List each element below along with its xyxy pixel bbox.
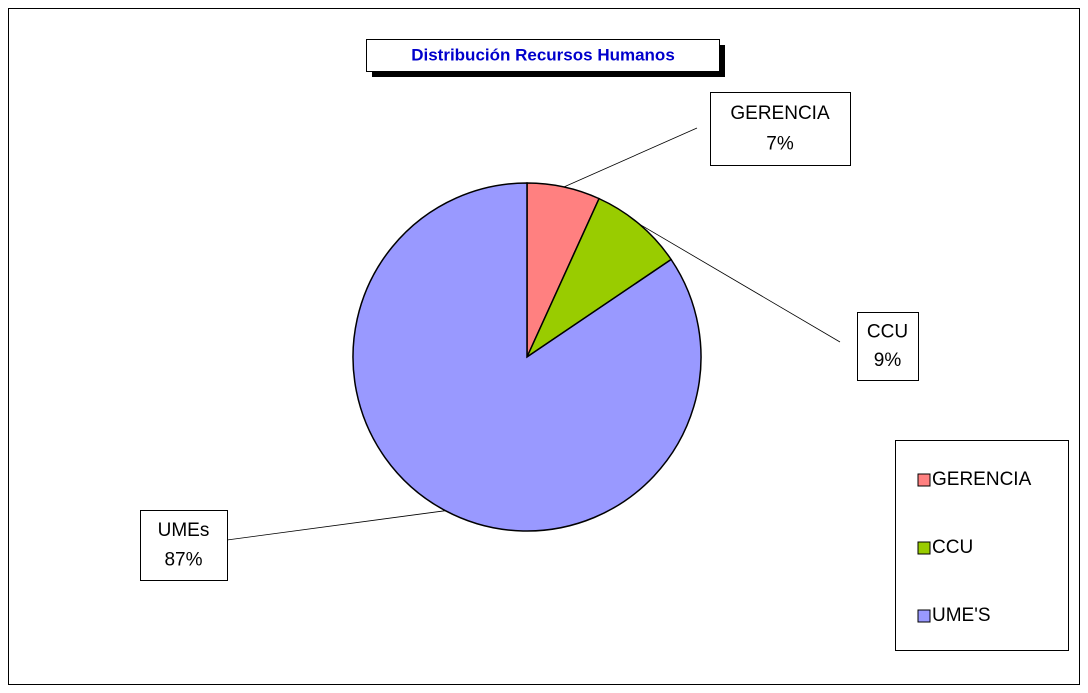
leader-line bbox=[639, 223, 841, 343]
pie-slice bbox=[352, 182, 702, 532]
legend-swatch bbox=[917, 473, 931, 487]
title-box bbox=[366, 39, 720, 72]
data-label-box bbox=[710, 92, 851, 166]
data-label-value: 9% bbox=[874, 350, 902, 371]
data-label-box bbox=[140, 510, 228, 581]
data-label-name: UMEs bbox=[158, 520, 210, 541]
legend-swatch bbox=[917, 541, 931, 555]
legend-label: GERENCIA bbox=[932, 469, 1032, 490]
data-label-value: 87% bbox=[164, 549, 202, 570]
pie-slice bbox=[525, 197, 673, 360]
chart-title: Distribución Recursos Humanos bbox=[411, 45, 675, 64]
legend-swatch bbox=[917, 609, 931, 623]
data-label-box bbox=[857, 312, 919, 381]
legend-label: UME'S bbox=[932, 605, 991, 626]
data-label-name: GERENCIA bbox=[730, 103, 830, 124]
legend-label: CCU bbox=[932, 537, 973, 558]
leader-line bbox=[226, 510, 446, 541]
data-label-value: 7% bbox=[766, 134, 794, 155]
leader-line bbox=[563, 127, 698, 188]
data-label-name: CCU bbox=[867, 321, 908, 342]
